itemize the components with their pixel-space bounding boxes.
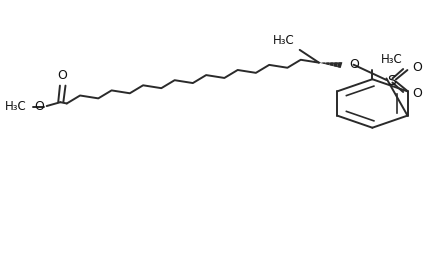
Text: H₃C: H₃C: [381, 53, 403, 67]
Text: O: O: [349, 58, 359, 71]
Text: O: O: [58, 69, 67, 82]
Text: O: O: [412, 61, 422, 74]
Text: O: O: [34, 100, 44, 113]
Text: H₃C: H₃C: [4, 100, 26, 113]
Text: O: O: [412, 87, 422, 100]
Text: S: S: [387, 74, 396, 87]
Text: H₃C: H₃C: [273, 34, 294, 47]
